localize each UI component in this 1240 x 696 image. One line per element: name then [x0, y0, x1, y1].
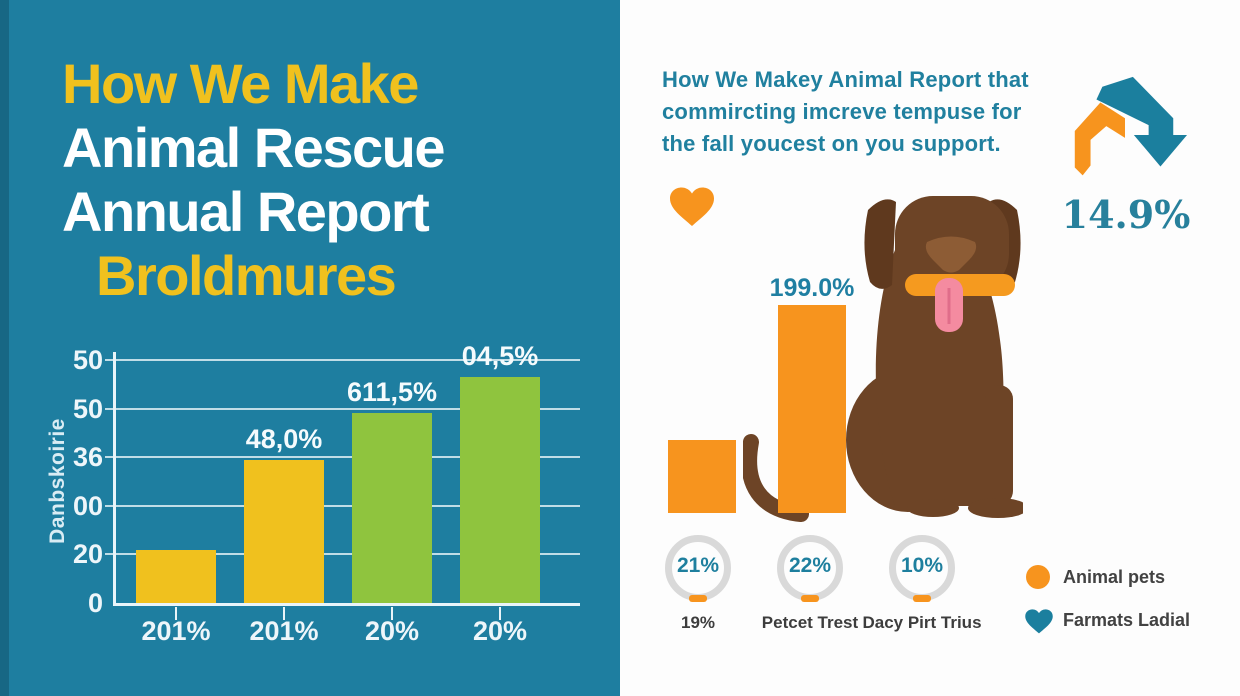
x-tick-mark	[283, 607, 285, 620]
bar	[136, 550, 216, 603]
y-tick-label: 00	[72, 490, 103, 521]
page-title: How We Make Animal Rescue Annual Report Bro…	[62, 52, 602, 308]
bar-value-label: 611,5%	[346, 377, 438, 407]
legend-swatch-circle	[1026, 565, 1050, 589]
heart-icon	[670, 187, 714, 226]
legend-heart-icon	[1025, 609, 1053, 634]
x-tick-label: 20%	[364, 616, 420, 646]
x-axis-line	[113, 603, 580, 606]
x-tick-label: 201%	[141, 616, 211, 646]
growth-stat: 14.9%	[1061, 192, 1191, 237]
gridline	[105, 407, 580, 410]
gridline	[105, 456, 580, 459]
intro-text: How We Makey Animal Report that commircti…	[662, 67, 1029, 156]
donut-orange-segment	[689, 595, 707, 602]
bar-value-label: 48,0%	[245, 424, 323, 454]
donut-value: 21%	[676, 554, 720, 577]
mini-bar	[668, 440, 736, 513]
x-tick-label: 20%	[472, 616, 528, 646]
left-edge-shade	[0, 0, 9, 696]
bar	[460, 377, 540, 603]
y-axis-line	[113, 352, 116, 606]
y-tick-label: 20	[72, 539, 103, 570]
bar-value-label: 04,5%	[461, 341, 539, 371]
title-line-4: Broldmures	[96, 244, 397, 307]
dog-ear-left	[864, 199, 896, 289]
donut-label: Dacy Pirt Trius	[862, 613, 982, 632]
mini-bar-value-label: 199.0%	[769, 274, 855, 302]
gridline	[105, 359, 580, 361]
legend-label: Farmats Ladial	[1063, 610, 1191, 630]
right-panel: How We Makey Animal Report that commircti…	[620, 0, 1240, 696]
title-line-3: Annual Report	[62, 180, 430, 243]
y-tick-label: 36	[72, 442, 103, 473]
donut-orange-segment	[801, 595, 819, 602]
bar	[352, 413, 432, 603]
dog-illustration	[743, 196, 1023, 522]
title-line-2: Animal Rescue	[62, 116, 446, 179]
x-tick-mark	[391, 607, 393, 620]
donut-orange-segment	[913, 595, 931, 602]
y-tick-label: 50	[72, 345, 103, 375]
donut-value: 10%	[900, 554, 944, 577]
y-tick-label: 50	[72, 393, 103, 424]
x-tick-mark	[499, 607, 501, 620]
left-panel: How We Make Animal Rescue Annual Report Bro…	[0, 0, 620, 696]
title-line-1: How We Make	[62, 52, 419, 115]
gridline	[105, 553, 580, 556]
mini-bar	[778, 305, 846, 513]
dog-nose-patch	[925, 236, 977, 273]
y-tick-label: 0	[87, 588, 103, 618]
donut-label: 19%	[680, 613, 716, 632]
donut-value: 22%	[788, 554, 832, 577]
x-tick-mark	[175, 607, 177, 620]
gridline	[105, 504, 580, 507]
donut-label: Petcet Trest	[761, 613, 859, 632]
x-tick-label: 201%	[249, 616, 319, 646]
up-down-arrow-icon	[1074, 76, 1188, 176]
bar	[244, 460, 324, 603]
legend-label: Animal pets	[1063, 567, 1166, 587]
